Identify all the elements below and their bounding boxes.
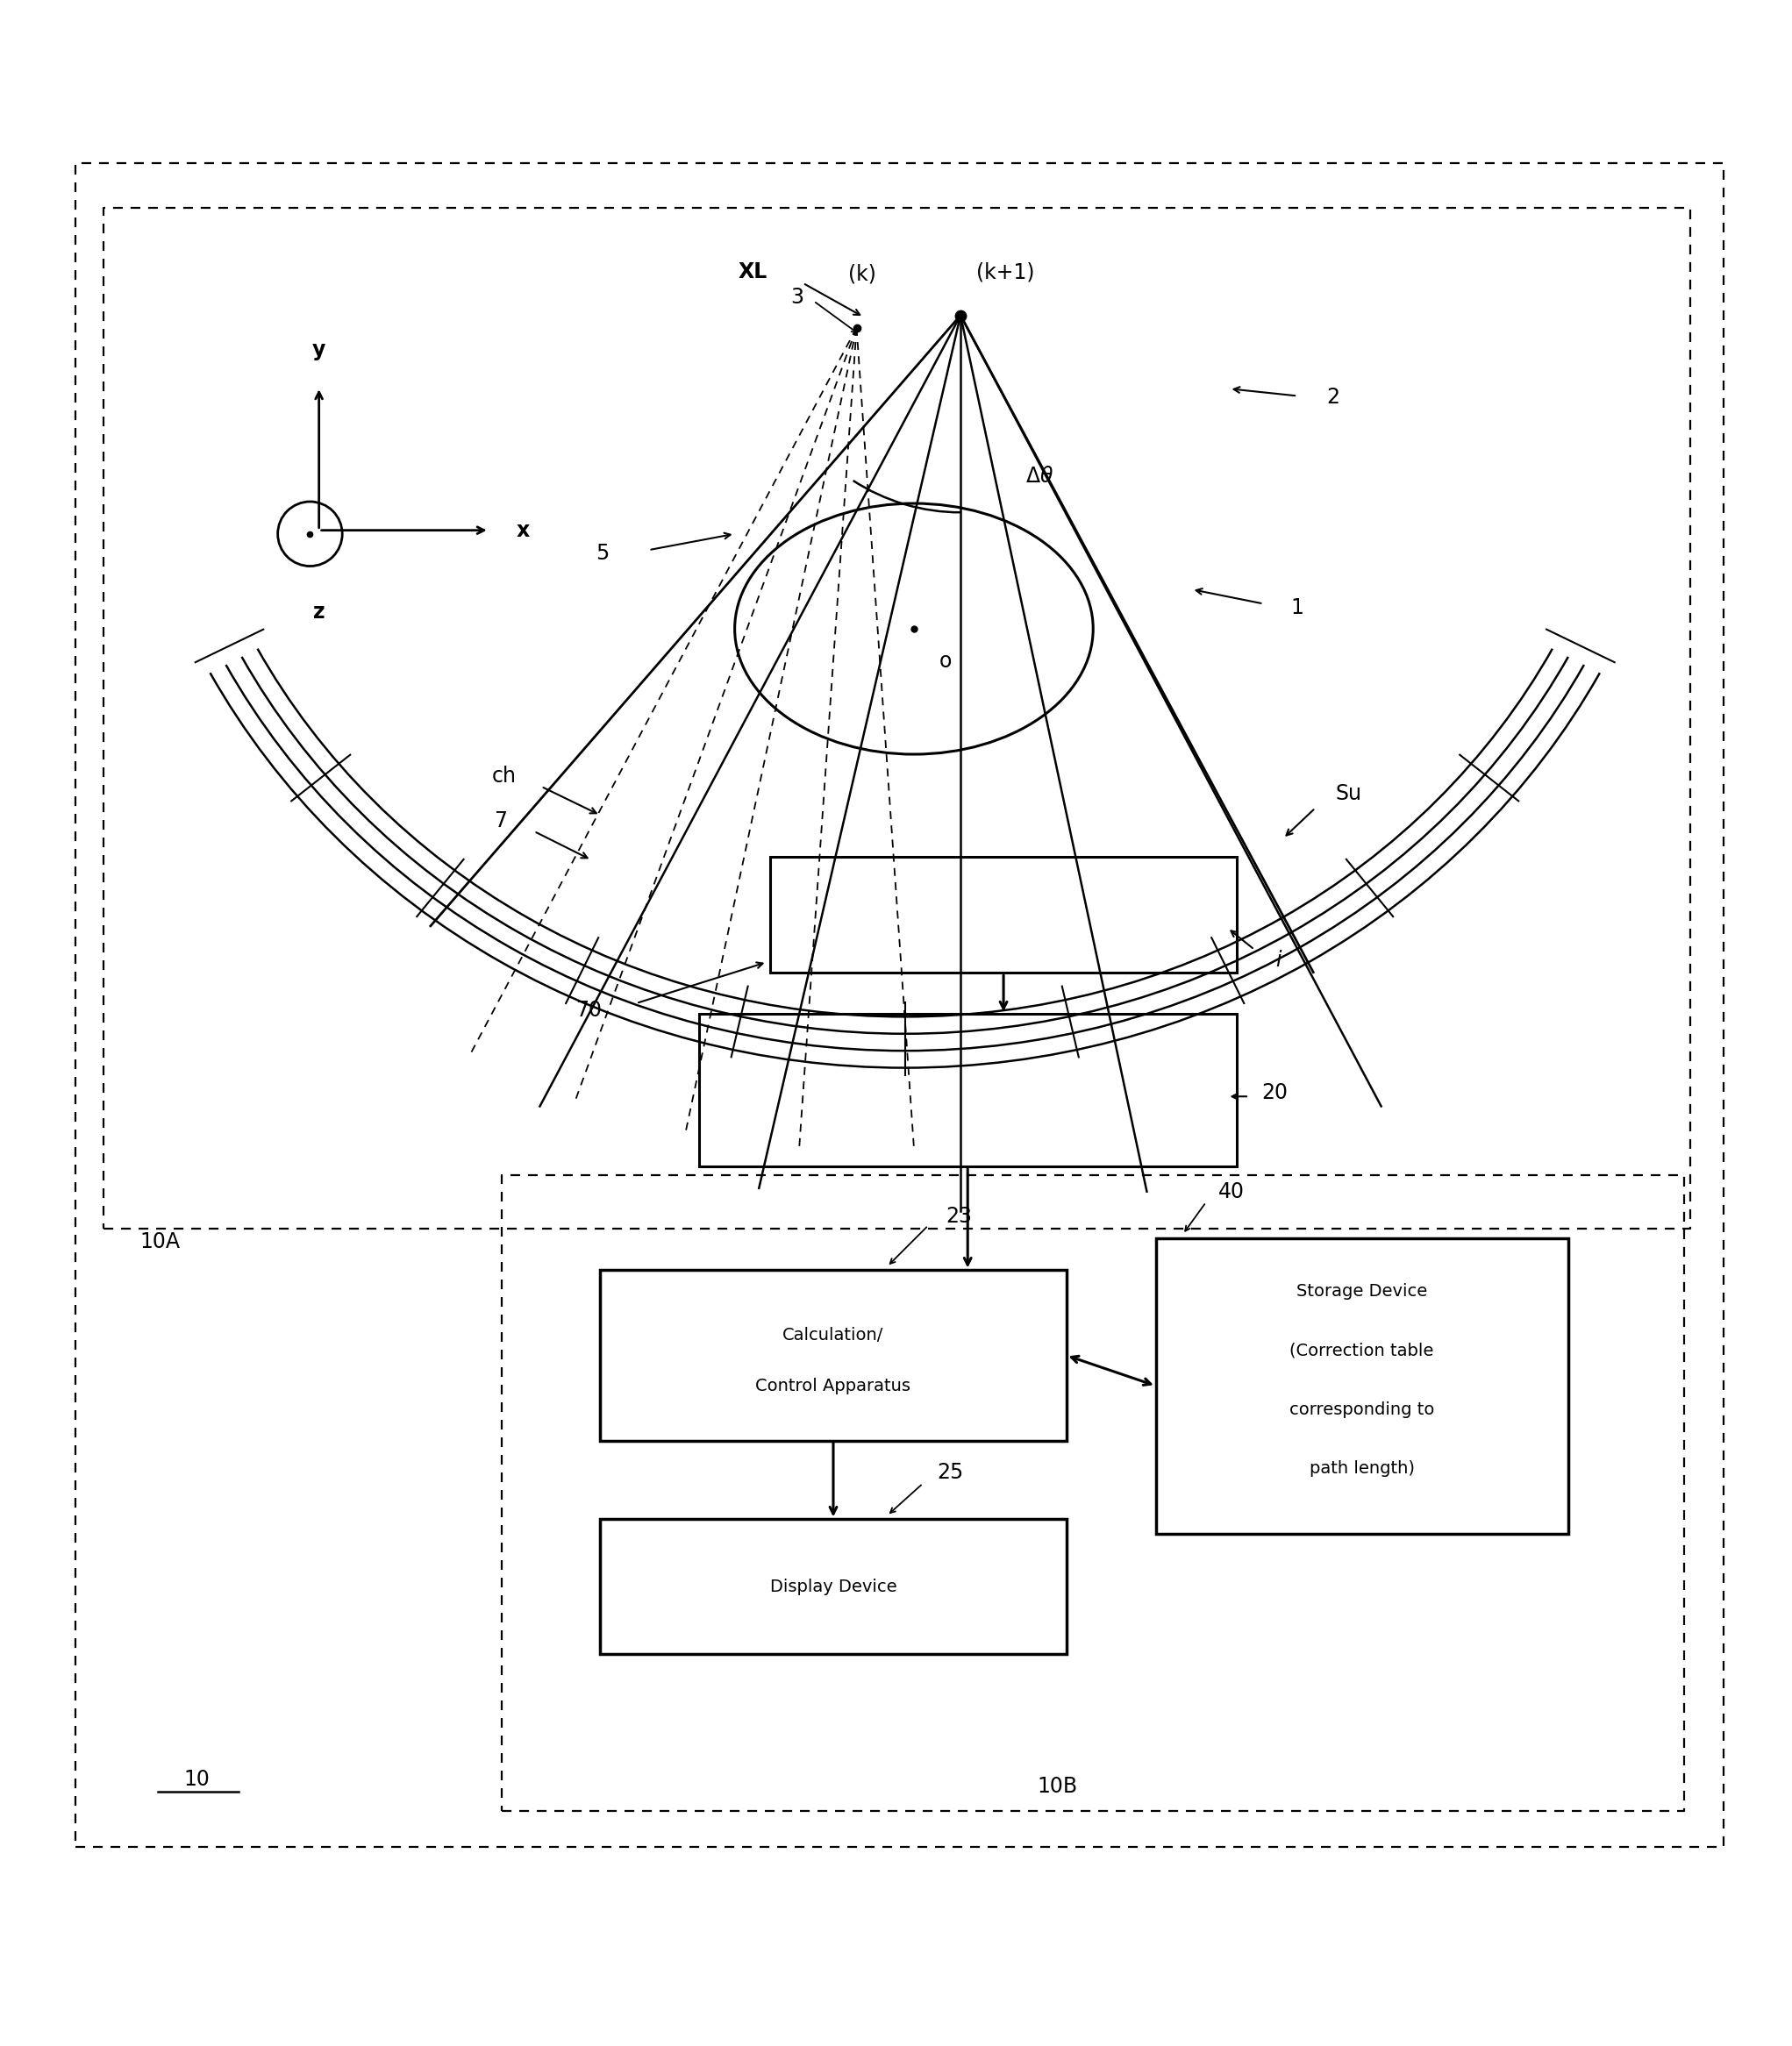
Text: Su: Su	[1335, 784, 1362, 804]
Text: z: z	[314, 602, 324, 622]
Text: XL: XL	[738, 262, 767, 282]
Bar	[699, 1015, 1236, 1166]
Text: (k+1): (k+1)	[977, 262, 1034, 282]
Text: 20: 20	[1262, 1082, 1288, 1103]
Text: o: o	[939, 651, 952, 671]
Text: corresponding to: corresponding to	[1290, 1402, 1434, 1418]
Text: $\Delta\theta$: $\Delta\theta$	[1025, 466, 1054, 487]
Text: Storage Device: Storage Device	[1296, 1283, 1428, 1299]
Text: 40: 40	[1219, 1181, 1245, 1201]
Bar	[600, 1271, 1066, 1440]
Text: x: x	[516, 520, 529, 540]
Text: 23: 23	[946, 1205, 973, 1228]
Text: 3: 3	[790, 286, 805, 307]
Text: 1: 1	[1290, 597, 1303, 618]
Bar	[600, 1520, 1066, 1653]
Text: 70: 70	[575, 1000, 602, 1021]
Text: path length): path length)	[1310, 1461, 1414, 1477]
Text: 25: 25	[937, 1463, 964, 1483]
Text: 10A: 10A	[140, 1232, 181, 1252]
Text: (k): (k)	[848, 264, 876, 284]
Bar	[1156, 1238, 1568, 1534]
Text: i: i	[1276, 949, 1281, 970]
Text: Control Apparatus: Control Apparatus	[756, 1377, 910, 1393]
Text: y: y	[312, 340, 326, 360]
Bar	[771, 857, 1236, 972]
Text: ch: ch	[491, 765, 516, 786]
Text: 2: 2	[1326, 387, 1339, 409]
Text: 10: 10	[185, 1768, 210, 1790]
Text: Calculation/: Calculation/	[783, 1326, 883, 1344]
Text: (Correction table: (Correction table	[1290, 1342, 1434, 1359]
Text: 5: 5	[597, 542, 609, 565]
Text: 7: 7	[495, 810, 507, 831]
Text: 10B: 10B	[1038, 1776, 1077, 1796]
Text: Display Device: Display Device	[771, 1577, 896, 1594]
